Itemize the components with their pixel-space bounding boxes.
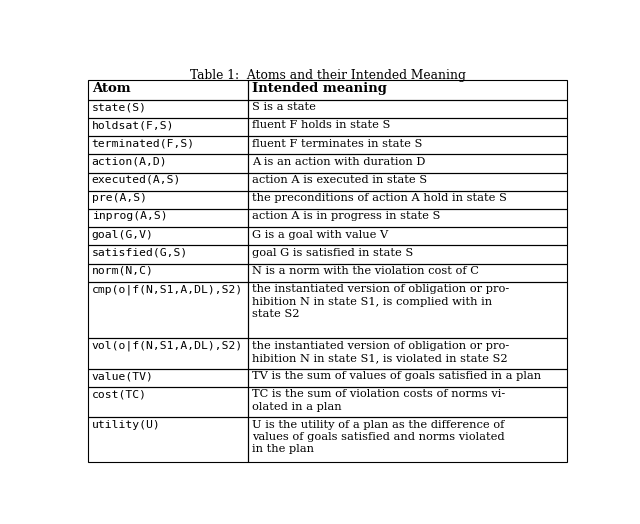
Bar [88, 417, 248, 462]
Bar [248, 80, 566, 100]
Text: terminated(F,S): terminated(F,S) [92, 138, 195, 148]
Bar [248, 100, 566, 118]
Bar [88, 118, 248, 136]
Bar [248, 227, 566, 245]
Bar [88, 339, 248, 369]
Bar [88, 387, 248, 417]
Bar [88, 209, 248, 227]
Bar [248, 417, 566, 462]
Text: utility(U): utility(U) [92, 420, 161, 430]
Text: the preconditions of action A hold in state S: the preconditions of action A hold in st… [252, 193, 507, 203]
Bar [248, 387, 566, 417]
Bar [88, 191, 248, 209]
Text: state(S): state(S) [92, 102, 147, 112]
Text: action A is executed in state S: action A is executed in state S [252, 175, 427, 185]
Text: executed(A,S): executed(A,S) [92, 175, 181, 185]
Bar [248, 264, 566, 282]
Text: goal(G,V): goal(G,V) [92, 230, 154, 239]
Bar [88, 282, 248, 339]
Text: fluent F holds in state S: fluent F holds in state S [252, 121, 390, 130]
Text: inprog(A,S): inprog(A,S) [92, 211, 167, 221]
Bar [88, 369, 248, 387]
Bar [88, 136, 248, 155]
Text: U is the utility of a plan as the difference of
values of goals satisfied and no: U is the utility of a plan as the differ… [252, 420, 505, 454]
Text: Intended meaning: Intended meaning [252, 82, 387, 95]
Bar [88, 155, 248, 172]
Bar [88, 80, 248, 100]
Bar [248, 172, 566, 191]
Text: pre(A,S): pre(A,S) [92, 193, 147, 203]
Bar [248, 369, 566, 387]
Bar [88, 245, 248, 264]
Bar [88, 227, 248, 245]
Bar [248, 209, 566, 227]
Text: A is an action with duration D: A is an action with duration D [252, 157, 426, 167]
Bar [248, 118, 566, 136]
Text: cmp(o|f(N,S1,A,DL),S2): cmp(o|f(N,S1,A,DL),S2) [92, 284, 243, 294]
Bar [248, 191, 566, 209]
Text: value(TV): value(TV) [92, 371, 154, 381]
Text: Atom: Atom [92, 82, 131, 95]
Bar [248, 136, 566, 155]
Text: Table 1:  Atoms and their Intended Meaning: Table 1: Atoms and their Intended Meanin… [190, 69, 466, 82]
Text: fluent F terminates in state S: fluent F terminates in state S [252, 138, 422, 148]
Text: goal G is satisfied in state S: goal G is satisfied in state S [252, 248, 413, 258]
Text: N is a norm with the violation cost of C: N is a norm with the violation cost of C [252, 266, 479, 276]
Bar [248, 339, 566, 369]
Bar [88, 100, 248, 118]
Text: the instantiated version of obligation or pro-
hibition N in state S1, is compli: the instantiated version of obligation o… [252, 284, 509, 319]
Text: TV is the sum of values of goals satisfied in a plan: TV is the sum of values of goals satisfi… [252, 371, 541, 381]
Bar [248, 245, 566, 264]
Text: S is a state: S is a state [252, 102, 316, 112]
Text: action(A,D): action(A,D) [92, 157, 167, 167]
Text: vol(o|f(N,S1,A,DL),S2): vol(o|f(N,S1,A,DL),S2) [92, 341, 243, 351]
Text: cost(TC): cost(TC) [92, 389, 147, 399]
Bar [88, 264, 248, 282]
Text: action A is in progress in state S: action A is in progress in state S [252, 211, 440, 221]
Text: holdsat(F,S): holdsat(F,S) [92, 121, 174, 130]
Text: G is a goal with value V: G is a goal with value V [252, 230, 388, 239]
Bar [248, 282, 566, 339]
Bar [248, 155, 566, 172]
Text: the instantiated version of obligation or pro-
hibition N in state S1, is violat: the instantiated version of obligation o… [252, 341, 509, 363]
Text: TC is the sum of violation costs of norms vi-
olated in a plan: TC is the sum of violation costs of norm… [252, 389, 506, 412]
Text: norm(N,C): norm(N,C) [92, 266, 154, 276]
Text: satisfied(G,S): satisfied(G,S) [92, 248, 188, 258]
Bar [88, 172, 248, 191]
